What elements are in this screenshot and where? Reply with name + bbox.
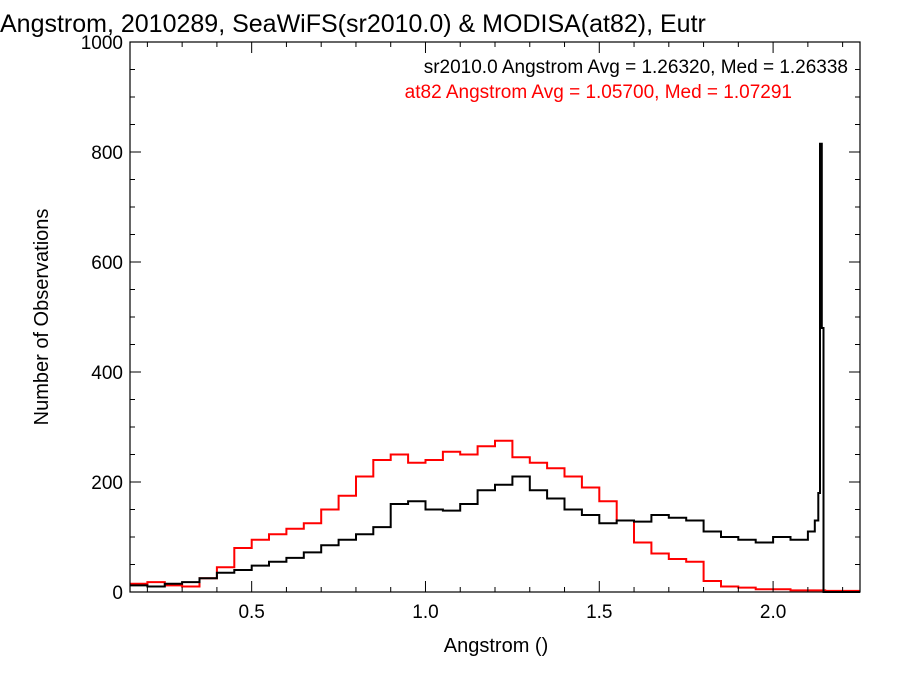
- plot-frame: [129, 41, 861, 593]
- y-tick-label: 400: [91, 363, 123, 384]
- x-tick-label: 1.0: [412, 602, 438, 623]
- legend-entry-at82: at82 Angstrom Avg = 1.05700, Med = 1.072…: [405, 82, 792, 103]
- x-tick-label: 2.0: [760, 602, 786, 623]
- series-line-at82: [130, 439, 860, 592]
- series-layer: [130, 142, 860, 593]
- legend-entry-sr2010: sr2010.0 Angstrom Avg = 1.26320, Med = 1…: [424, 57, 848, 78]
- x-tick-label: 1.5: [586, 602, 612, 623]
- y-tick-label: 0: [112, 583, 123, 604]
- y-tick-label: 200: [91, 473, 123, 494]
- x-tick-label: 0.5: [238, 602, 264, 623]
- chart-title: Angstrom, 2010289, SeaWiFS(sr2010.0) & M…: [0, 10, 706, 38]
- y-axis-label: Number of Observations: [31, 209, 53, 426]
- series-line-sr2010-0: [130, 142, 860, 593]
- y-tick-label: 800: [91, 143, 123, 164]
- y-tick-label: 1000: [81, 33, 123, 54]
- x-axis-label: Angstrom (): [444, 635, 548, 657]
- y-tick-label: 600: [91, 253, 123, 274]
- ticks-layer: 0.5 1.0 1.5 2.0 0 200 400 600 800 1000: [81, 33, 860, 623]
